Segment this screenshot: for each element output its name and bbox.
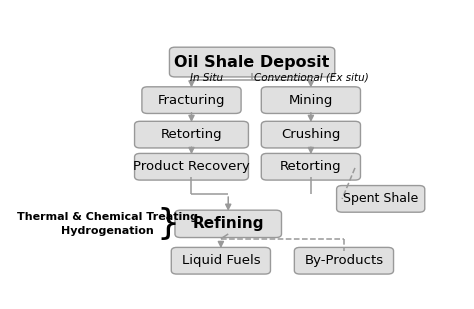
FancyBboxPatch shape [337, 185, 425, 212]
Text: Crushing: Crushing [281, 128, 341, 141]
Text: By-Products: By-Products [304, 254, 383, 267]
FancyBboxPatch shape [135, 154, 248, 180]
Text: Spent Shale: Spent Shale [343, 193, 419, 205]
FancyBboxPatch shape [135, 121, 248, 148]
Text: Hydrogenation: Hydrogenation [61, 226, 154, 235]
Text: }: } [156, 207, 179, 241]
FancyBboxPatch shape [171, 248, 271, 274]
FancyBboxPatch shape [294, 248, 393, 274]
Text: Thermal & Chemical Treating: Thermal & Chemical Treating [17, 212, 198, 222]
Text: Retorting: Retorting [161, 128, 222, 141]
Text: Refining: Refining [192, 216, 264, 231]
Text: Fracturing: Fracturing [158, 94, 225, 107]
Text: Oil Shale Deposit: Oil Shale Deposit [174, 55, 330, 70]
FancyBboxPatch shape [170, 47, 335, 77]
FancyBboxPatch shape [261, 87, 360, 113]
FancyBboxPatch shape [261, 121, 360, 148]
Text: In Situ: In Situ [190, 73, 223, 83]
Text: Mining: Mining [289, 94, 333, 107]
Text: Liquid Fuels: Liquid Fuels [182, 254, 260, 267]
FancyBboxPatch shape [261, 154, 360, 180]
Text: Conventional (Ex situ): Conventional (Ex situ) [254, 73, 369, 83]
Text: Product Recovery: Product Recovery [133, 160, 250, 173]
Text: Retorting: Retorting [280, 160, 342, 173]
FancyBboxPatch shape [142, 87, 241, 113]
FancyBboxPatch shape [175, 210, 282, 238]
